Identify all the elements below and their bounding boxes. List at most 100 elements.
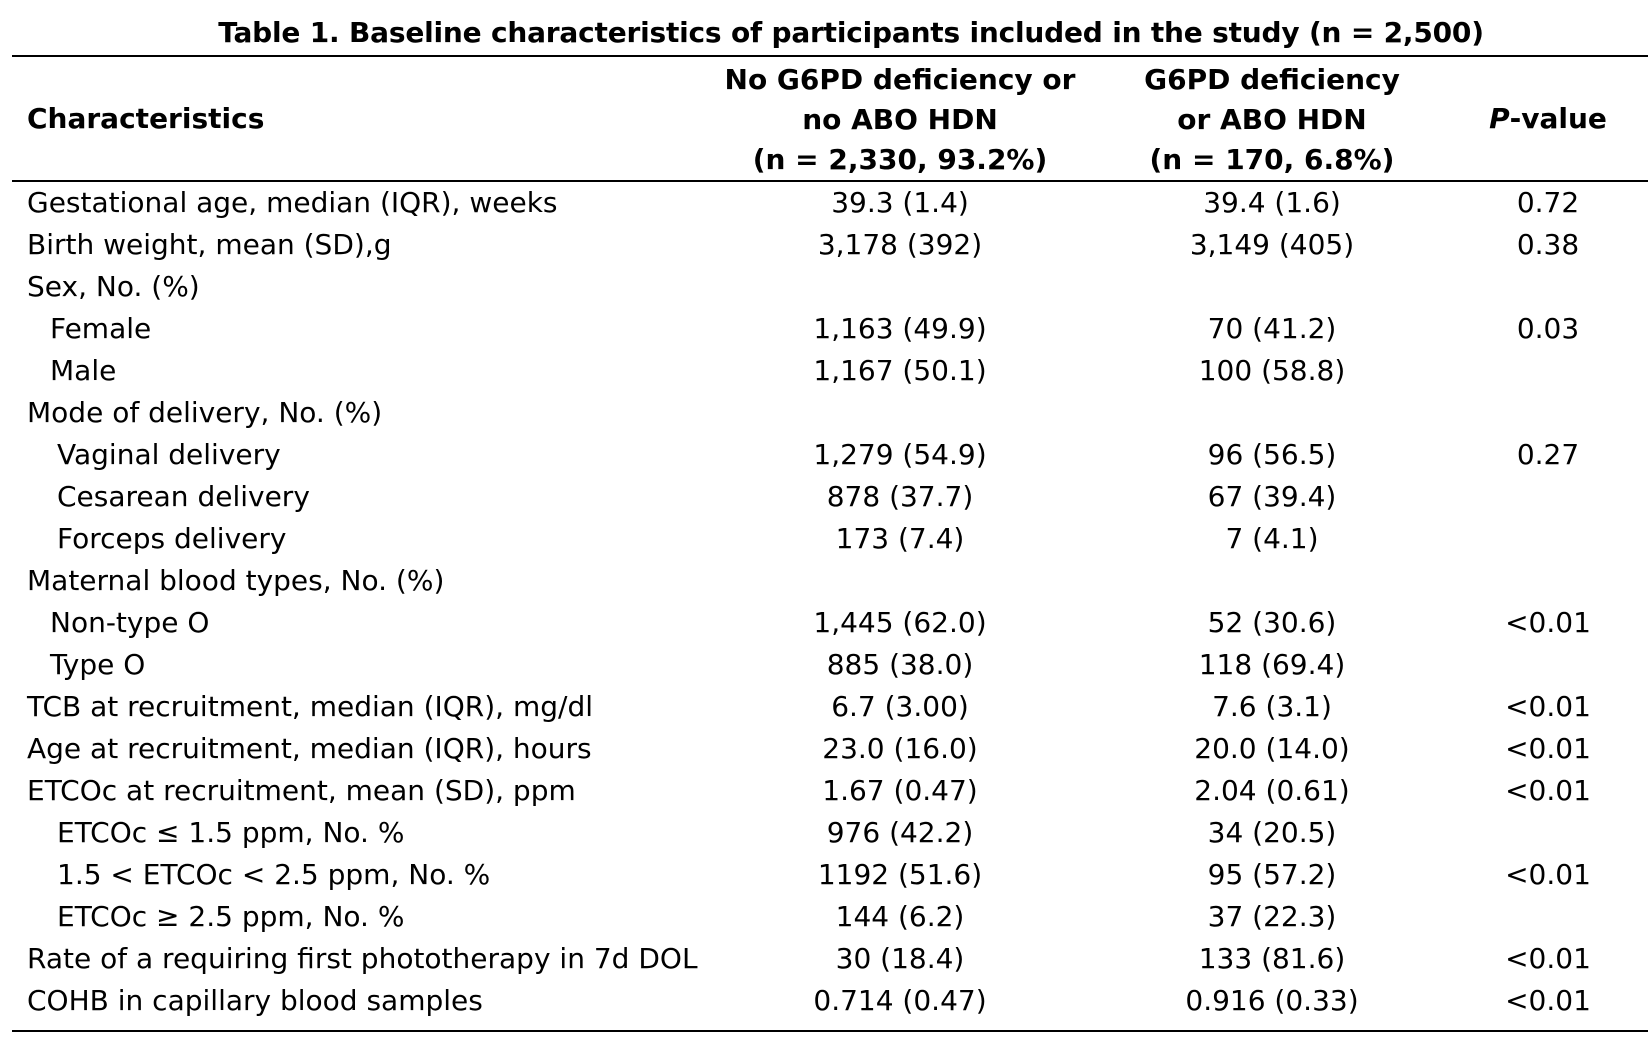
cell-pvalue: 0.38: [1516, 228, 1580, 261]
cell-pvalue: <0.01: [1505, 774, 1591, 807]
table-row: Vaginal delivery 1,279 (54.9) 96 (56.5) 0.2…: [0, 434, 1652, 476]
row-label: Cesarean delivery: [57, 480, 310, 513]
row-label: Vaginal delivery: [57, 438, 281, 471]
row-label: Male: [50, 354, 117, 387]
row-label: TCB at recruitment, median (IQR), mg/dl: [27, 690, 594, 723]
table-row: ETCOc at recruitment, mean (SD), ppm 1.67…: [0, 770, 1652, 812]
row-label: Age at recruitment, median (IQR), hours: [27, 732, 592, 765]
header-pvalue: P-value: [1460, 102, 1636, 135]
cell-deficiency: 7 (4.1): [1225, 522, 1319, 555]
cell-deficiency: 96 (56.5): [1207, 438, 1337, 471]
cell-no-deficiency: 3,178 (392): [817, 228, 983, 261]
header-col2-line2: or ABO HDN: [1177, 103, 1367, 136]
cell-deficiency: 52 (30.6): [1207, 606, 1337, 639]
table-row: COHB in capillary blood samples 0.714 (0.…: [0, 980, 1652, 1022]
top-rule: [12, 55, 1648, 57]
header-col1-line2: no ABO HDN: [802, 103, 998, 136]
cell-no-deficiency: 173 (7.4): [835, 522, 965, 555]
cell-deficiency: 67 (39.4): [1207, 480, 1337, 513]
cell-pvalue: <0.01: [1505, 984, 1591, 1017]
bottom-rule: [12, 1030, 1648, 1032]
table-title: Table 1. Baseline characteristics of par…: [218, 16, 1484, 49]
header-pvalue-italic: P: [1489, 102, 1510, 135]
cell-deficiency: 7.6 (3.1): [1212, 690, 1332, 723]
header-rule: [12, 180, 1648, 182]
row-label: Forceps delivery: [57, 522, 287, 555]
row-label: Rate of a requiring first phototherapy i…: [27, 942, 698, 975]
header-col1-line3: (n = 2,330, 93.2%): [752, 143, 1048, 176]
cell-pvalue: 0.72: [1516, 186, 1580, 219]
table-body: Gestational age, median (IQR), weeks 39.3…: [0, 182, 1652, 1022]
header-pvalue-rest: -value: [1509, 102, 1607, 135]
cell-deficiency: 70 (41.2): [1207, 312, 1337, 345]
table-row: TCB at recruitment, median (IQR), mg/dl 6…: [0, 686, 1652, 728]
cell-no-deficiency: 1,279 (54.9): [813, 438, 987, 471]
row-label: Type O: [50, 648, 146, 681]
cell-pvalue: <0.01: [1505, 606, 1591, 639]
cell-deficiency: 2.04 (0.61): [1194, 774, 1350, 807]
cell-deficiency: 118 (69.4): [1198, 648, 1346, 681]
row-label: 1.5 < ETCOc < 2.5 ppm, No. %: [57, 858, 491, 891]
cell-no-deficiency: 976 (42.2): [826, 816, 974, 849]
table-row: Mode of delivery, No. (%): [0, 392, 1652, 434]
cell-deficiency: 20.0 (14.0): [1194, 732, 1350, 765]
row-label: Birth weight, mean (SD),g: [27, 228, 392, 261]
cell-deficiency: 133 (81.6): [1198, 942, 1346, 975]
header-deficiency: G6PD deficiency or ABO HDN (n = 170, 6.8…: [1072, 60, 1472, 180]
row-label: ETCOc ≤ 1.5 ppm, No. %: [57, 816, 405, 849]
row-label: Maternal blood types, No. (%): [27, 564, 445, 597]
row-label: ETCOc ≥ 2.5 ppm, No. %: [57, 900, 405, 933]
cell-no-deficiency: 1192 (51.6): [817, 858, 983, 891]
row-label: Gestational age, median (IQR), weeks: [27, 186, 558, 219]
row-label: COHB in capillary blood samples: [27, 984, 483, 1017]
header-characteristics: Characteristics: [27, 102, 265, 135]
cell-no-deficiency: 1,167 (50.1): [813, 354, 987, 387]
table-row: 1.5 < ETCOc < 2.5 ppm, No. % 1192 (51.6) 9…: [0, 854, 1652, 896]
table-row: Sex, No. (%): [0, 266, 1652, 308]
cell-deficiency: 3,149 (405): [1189, 228, 1355, 261]
table-row: Birth weight, mean (SD),g 3,178 (392) 3,14…: [0, 224, 1652, 266]
cell-deficiency: 34 (20.5): [1207, 816, 1337, 849]
cell-no-deficiency: 23.0 (16.0): [822, 732, 978, 765]
cell-no-deficiency: 1,445 (62.0): [813, 606, 987, 639]
cell-deficiency: 37 (22.3): [1207, 900, 1337, 933]
row-label: Female: [50, 312, 152, 345]
cell-no-deficiency: 885 (38.0): [826, 648, 974, 681]
header-col1-line1: No G6PD deficiency or: [724, 63, 1076, 96]
row-label: Sex, No. (%): [27, 270, 200, 303]
table-row: Gestational age, median (IQR), weeks 39.3…: [0, 182, 1652, 224]
row-label: Mode of delivery, No. (%): [27, 396, 383, 429]
cell-deficiency: 100 (58.8): [1198, 354, 1346, 387]
table-row: ETCOc ≤ 1.5 ppm, No. % 976 (42.2) 34 (20.5…: [0, 812, 1652, 854]
table-row: Cesarean delivery 878 (37.7) 67 (39.4): [0, 476, 1652, 518]
table-row: Male 1,167 (50.1) 100 (58.8): [0, 350, 1652, 392]
header-no-deficiency: No G6PD deficiency or no ABO HDN (n = 2,…: [700, 60, 1100, 180]
table-row: Non-type O 1,445 (62.0) 52 (30.6) <0.01: [0, 602, 1652, 644]
table-row: Rate of a requiring first phototherapy i…: [0, 938, 1652, 980]
table-row: Forceps delivery 173 (7.4) 7 (4.1): [0, 518, 1652, 560]
cell-pvalue: <0.01: [1505, 858, 1591, 891]
table-row: Female 1,163 (49.9) 70 (41.2) 0.03: [0, 308, 1652, 350]
cell-no-deficiency: 6.7 (3.00): [831, 690, 969, 723]
cell-no-deficiency: 878 (37.7): [826, 480, 974, 513]
cell-no-deficiency: 0.714 (0.47): [813, 984, 987, 1017]
row-label: ETCOc at recruitment, mean (SD), ppm: [27, 774, 576, 807]
table-row: Age at recruitment, median (IQR), hours 2…: [0, 728, 1652, 770]
cell-pvalue: <0.01: [1505, 942, 1591, 975]
table-row: ETCOc ≥ 2.5 ppm, No. % 144 (6.2) 37 (22.3): [0, 896, 1652, 938]
table-row: Type O 885 (38.0) 118 (69.4): [0, 644, 1652, 686]
cell-pvalue: <0.01: [1505, 690, 1591, 723]
cell-deficiency: 0.916 (0.33): [1185, 984, 1359, 1017]
table-row: Maternal blood types, No. (%): [0, 560, 1652, 602]
cell-no-deficiency: 144 (6.2): [835, 900, 965, 933]
cell-deficiency: 95 (57.2): [1207, 858, 1337, 891]
cell-pvalue: 0.27: [1516, 438, 1580, 471]
header-col2-line1: G6PD deficiency: [1144, 63, 1400, 96]
cell-no-deficiency: 1,163 (49.9): [813, 312, 987, 345]
header-col2-line3: (n = 170, 6.8%): [1149, 143, 1395, 176]
row-label: Non-type O: [50, 606, 210, 639]
cell-no-deficiency: 1.67 (0.47): [822, 774, 978, 807]
cell-pvalue: <0.01: [1505, 732, 1591, 765]
cell-no-deficiency: 39.3 (1.4): [831, 186, 969, 219]
